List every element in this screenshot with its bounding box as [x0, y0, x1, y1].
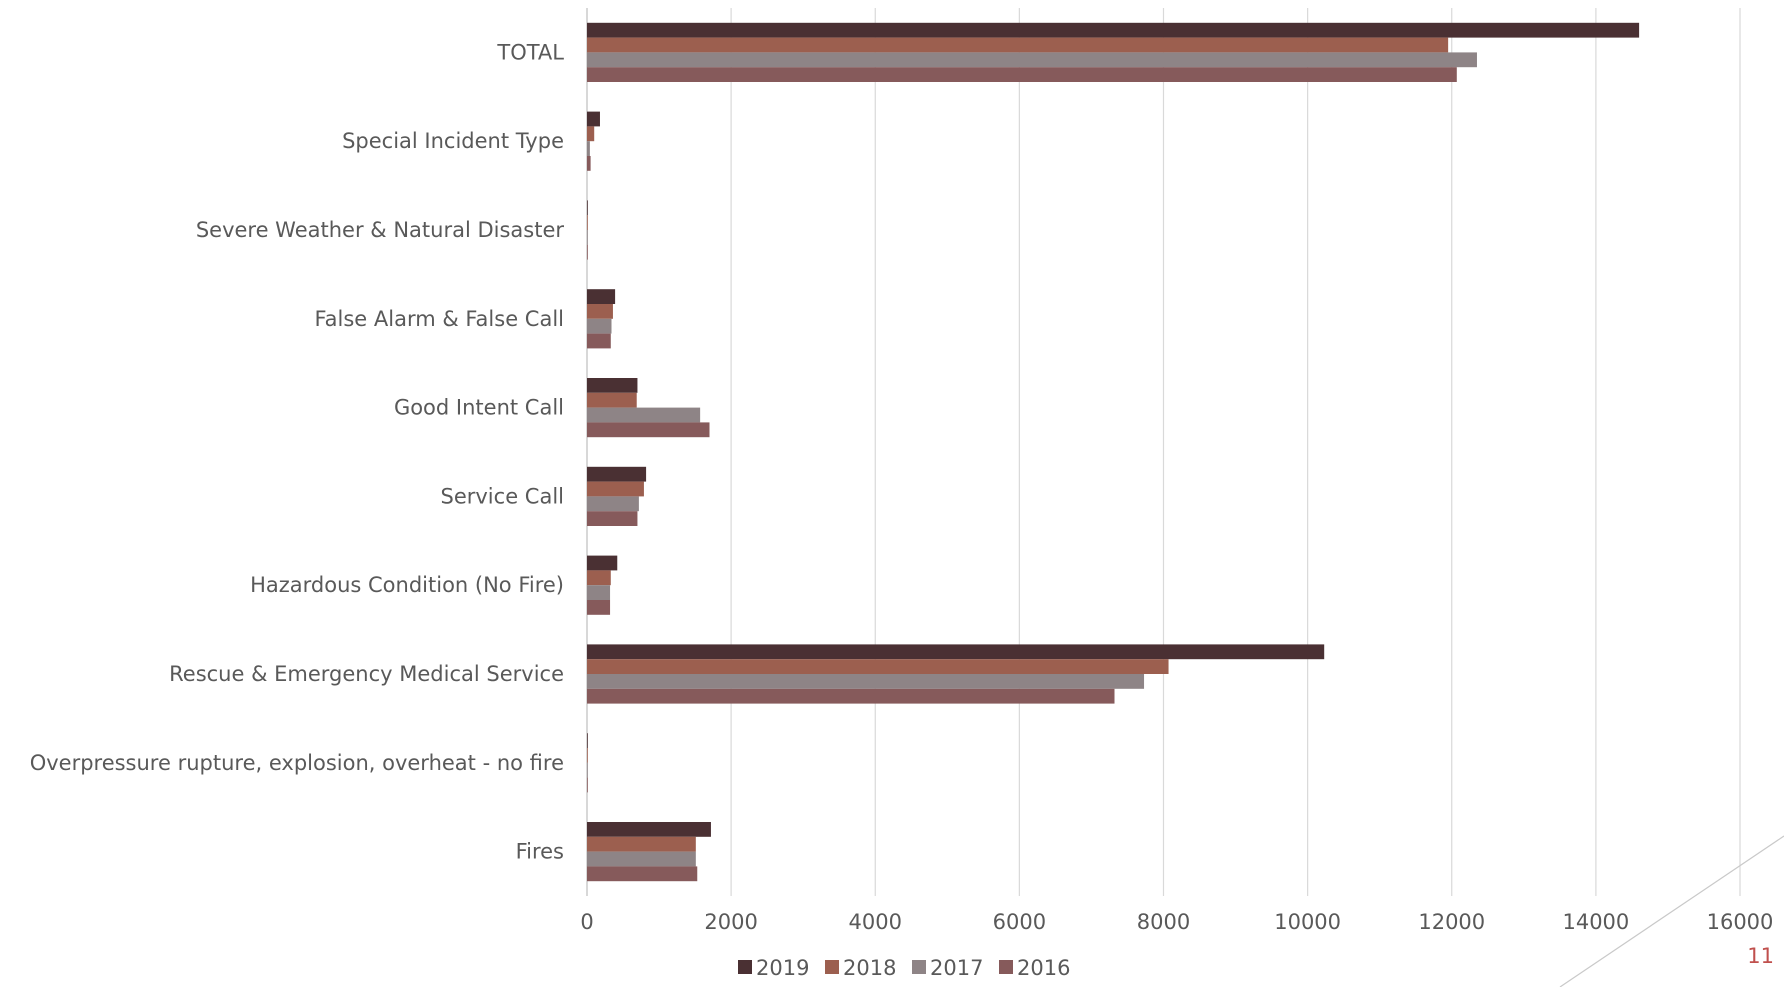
- bar-2018: [587, 304, 613, 319]
- bar-2018: [587, 215, 588, 230]
- bar-2016: [587, 422, 710, 438]
- bar-2019: [587, 111, 600, 127]
- x-tick-label: 2000: [704, 910, 757, 934]
- bar-2017: [587, 407, 701, 423]
- bar-2016: [587, 866, 698, 882]
- bar-2019: [587, 733, 588, 748]
- bar-2019: [587, 378, 638, 393]
- x-tick-label: 6000: [993, 910, 1046, 934]
- bar-2018: [587, 570, 611, 586]
- x-tick-label: 4000: [849, 910, 902, 934]
- page-number: 11: [1747, 944, 1774, 968]
- category-labels: TOTAL Special Incident Type Severe Weather…: [30, 40, 565, 863]
- legend-label-2018: 2018: [843, 956, 896, 980]
- bar-2019: [587, 555, 618, 571]
- bar-2018: [587, 659, 1169, 674]
- bar-2018: [587, 481, 644, 497]
- category-label: Hazardous Condition (No Fire): [250, 573, 564, 597]
- category-label: Service Call: [441, 484, 565, 508]
- legend-label-2019: 2019: [756, 956, 809, 980]
- bar-2016: [587, 244, 588, 260]
- bar-2019: [587, 466, 647, 482]
- x-tick-labels: 0 2000 4000 6000 8000 10000 12000 14000 16000: [580, 910, 1773, 934]
- bar-2017: [587, 674, 1145, 689]
- bar-2019: [587, 289, 616, 304]
- category-label: Overpressure rupture, explosion, overhea…: [30, 751, 564, 775]
- legend-swatch-2018: [825, 960, 839, 974]
- bar-2016: [587, 777, 588, 793]
- bar-2019: [587, 644, 1325, 660]
- x-tick-label: 8000: [1137, 910, 1190, 934]
- bars: [587, 22, 1640, 882]
- bar-2017: [587, 230, 588, 245]
- legend-swatch-2017: [912, 960, 926, 974]
- bar-2018: [587, 748, 588, 763]
- bar-2019: [587, 22, 1640, 38]
- bar-2017: [587, 318, 612, 334]
- bar-2016: [587, 156, 591, 171]
- category-label: Good Intent Call: [394, 396, 564, 420]
- bar-2019: [587, 200, 588, 216]
- legend-label-2016: 2016: [1017, 956, 1070, 980]
- bar-2019: [587, 822, 711, 837]
- category-label: Rescue & Emergency Medical Service: [169, 662, 564, 686]
- bar-2018: [587, 126, 595, 142]
- category-label: TOTAL: [496, 40, 564, 64]
- bar-2017: [587, 52, 1477, 68]
- bar-2018: [587, 37, 1449, 53]
- bar-2016: [587, 67, 1457, 82]
- bar-2018: [587, 392, 637, 408]
- bar-2016: [587, 688, 1115, 704]
- gridlines: [586, 8, 1741, 896]
- category-label: Special Incident Type: [342, 129, 564, 153]
- legend: 2019 2018 2017 2016: [738, 956, 1070, 980]
- x-tick-label: 10000: [1274, 910, 1341, 934]
- category-label: Fires: [516, 840, 564, 864]
- x-tick-label: 12000: [1418, 910, 1485, 934]
- x-tick-label: 0: [580, 910, 593, 934]
- category-label: Severe Weather & Natural Disaster: [196, 218, 565, 242]
- legend-swatch-2016: [999, 960, 1013, 974]
- bar-2016: [587, 333, 611, 349]
- category-label: False Alarm & False Call: [315, 307, 565, 331]
- x-tick-label: 14000: [1562, 910, 1629, 934]
- bar-2016: [587, 511, 638, 526]
- legend-swatch-2019: [738, 960, 752, 974]
- bar-2017: [587, 762, 588, 778]
- bar-2017: [587, 496, 639, 512]
- bar-2017: [587, 851, 696, 867]
- bar-2017: [587, 585, 611, 600]
- legend-label-2017: 2017: [930, 956, 983, 980]
- bar-2017: [587, 141, 590, 156]
- decorative-corner-line: [1559, 835, 1784, 987]
- x-tick-label: 16000: [1707, 910, 1774, 934]
- bar-2016: [587, 600, 611, 615]
- bar-2018: [587, 836, 696, 852]
